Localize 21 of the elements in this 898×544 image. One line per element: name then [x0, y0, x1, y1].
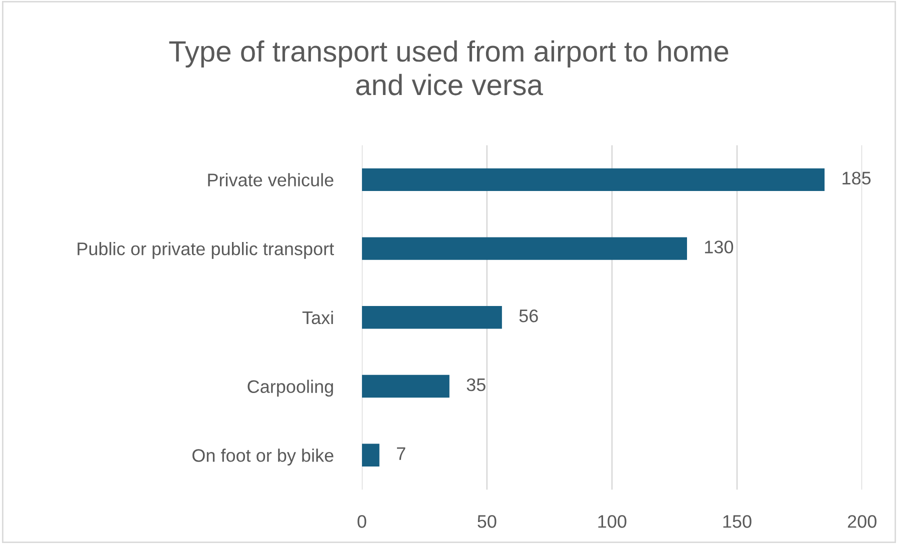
y-tick-label: Public or private public transport [78, 242, 334, 259]
data-label: 130 [705, 240, 734, 254]
bar [362, 444, 380, 467]
x-tick-label: 0 [358, 515, 366, 528]
chart-title: Type of transport used from airport to home and vice versa [169, 40, 728, 96]
y-tick-label: Private vehicule [208, 173, 334, 186]
bar [362, 306, 502, 329]
y-tick-label: Carpooling [248, 380, 333, 397]
x-tick-label: 150 [723, 515, 752, 528]
data-label: 185 [842, 172, 871, 185]
data-label: 7 [396, 447, 406, 460]
data-label: 56 [519, 309, 538, 322]
bar [362, 237, 688, 260]
data-label: 35 [466, 378, 486, 392]
y-tick-label: Taxi [302, 310, 333, 324]
bar [362, 374, 450, 398]
y-tick-label: On foot or by bike [192, 448, 334, 466]
bar [362, 168, 825, 192]
x-tick-label: 100 [598, 515, 626, 528]
x-tick-label: 200 [848, 515, 876, 528]
x-tick-label: 50 [478, 515, 496, 528]
